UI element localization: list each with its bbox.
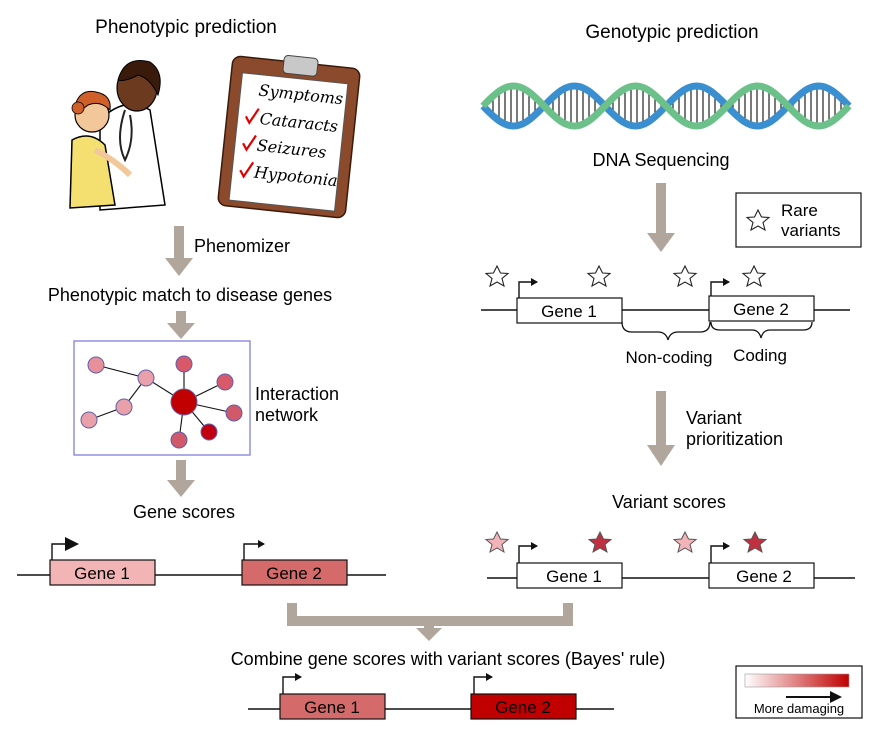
scored-star-icon bbox=[742, 530, 768, 554]
genotypic-prediction-title: Genotypic prediction bbox=[585, 22, 758, 43]
network-node bbox=[80, 411, 98, 429]
gene-1-box bbox=[516, 562, 623, 589]
star-icon bbox=[484, 264, 510, 288]
gene-label: Gene 2 bbox=[733, 300, 789, 319]
gene-label: Gene 1 bbox=[546, 567, 602, 586]
damage-scale-legend: More damaging bbox=[735, 665, 863, 719]
gene-label: Gene 1 bbox=[304, 698, 360, 717]
gene-1-box bbox=[279, 693, 386, 720]
right-arrow-icon bbox=[830, 691, 842, 703]
legend-label: variants bbox=[781, 221, 841, 240]
non-coding-brace bbox=[621, 321, 711, 341]
network-node bbox=[87, 356, 105, 374]
gene-scores-label: Gene scores bbox=[133, 502, 235, 522]
gene-2-box bbox=[241, 559, 348, 586]
dna-helix-icon bbox=[480, 82, 852, 130]
doctor-patient-illustration bbox=[69, 60, 166, 211]
gene-score-track: Gene 1 Gene 2 bbox=[17, 537, 386, 586]
phenomizer-arrow bbox=[165, 226, 193, 276]
phenomizer-label: Phenomizer bbox=[194, 236, 290, 256]
prioritization-label: Variant bbox=[686, 408, 742, 428]
merge-arrow bbox=[287, 603, 573, 641]
combined-gene-track: Gene 1 Gene 2 bbox=[248, 673, 614, 720]
network-node bbox=[216, 373, 234, 391]
dna-sequencing-label: DNA Sequencing bbox=[592, 150, 729, 170]
gene-label: Gene 1 bbox=[541, 302, 597, 321]
network-hub-node bbox=[170, 388, 198, 416]
gene-label: Gene 2 bbox=[266, 564, 322, 583]
star-icon bbox=[745, 208, 771, 232]
prioritization-arrow bbox=[647, 391, 675, 466]
arrow-to-network bbox=[167, 311, 195, 339]
sequencing-arrow bbox=[647, 183, 675, 252]
interaction-network bbox=[73, 340, 251, 456]
damage-gradient-bar bbox=[744, 673, 850, 688]
phenotypic-match-label: Phenotypic match to disease genes bbox=[48, 285, 332, 305]
gene-2-box bbox=[708, 295, 815, 322]
combine-label: Combine gene scores with variant scores … bbox=[231, 649, 666, 669]
gene-label: Gene 2 bbox=[495, 698, 551, 717]
coding-label: Coding bbox=[733, 346, 787, 365]
network-node bbox=[170, 431, 188, 449]
network-label: network bbox=[255, 405, 319, 425]
non-coding-label: Non-coding bbox=[626, 348, 713, 367]
prioritization-label: prioritization bbox=[686, 429, 783, 449]
scored-star-icon bbox=[672, 530, 698, 554]
gene-2-box bbox=[708, 562, 815, 589]
legend-label: Rare bbox=[781, 201, 818, 220]
scored-star-icon bbox=[587, 530, 613, 554]
network-node bbox=[175, 355, 193, 373]
network-node bbox=[137, 369, 155, 387]
gene-label: Gene 1 bbox=[74, 564, 130, 583]
coding-brace bbox=[710, 321, 813, 339]
gene-1-box bbox=[516, 297, 623, 324]
network-node bbox=[115, 398, 133, 416]
symptoms-clipboard: Symptoms Cataracts Seizures Hypotonia bbox=[217, 54, 361, 219]
dna-strand bbox=[480, 82, 852, 130]
scored-star-icon bbox=[484, 530, 510, 554]
arrow-to-gene-scores bbox=[167, 460, 195, 497]
scale-label: More damaging bbox=[754, 701, 844, 716]
phenotypic-prediction-title: Phenotypic prediction bbox=[95, 17, 277, 38]
gene-2-box bbox=[470, 693, 577, 720]
star-icon bbox=[741, 264, 767, 288]
variant-scores-label: Variant scores bbox=[612, 492, 726, 512]
star-icon bbox=[586, 264, 612, 288]
network-node bbox=[200, 423, 218, 441]
rare-variants-legend: Rare variants bbox=[735, 192, 862, 248]
network-node bbox=[225, 404, 243, 422]
scored-variant-track: Gene 1 Gene 2 bbox=[484, 530, 855, 589]
network-label: Interaction bbox=[255, 384, 339, 404]
gene-label: Gene 2 bbox=[736, 567, 792, 586]
star-icon bbox=[672, 264, 698, 288]
variant-gene-track: Gene 1 Gene 2 Non-coding Coding bbox=[481, 264, 850, 367]
gene-1-box bbox=[49, 559, 156, 586]
